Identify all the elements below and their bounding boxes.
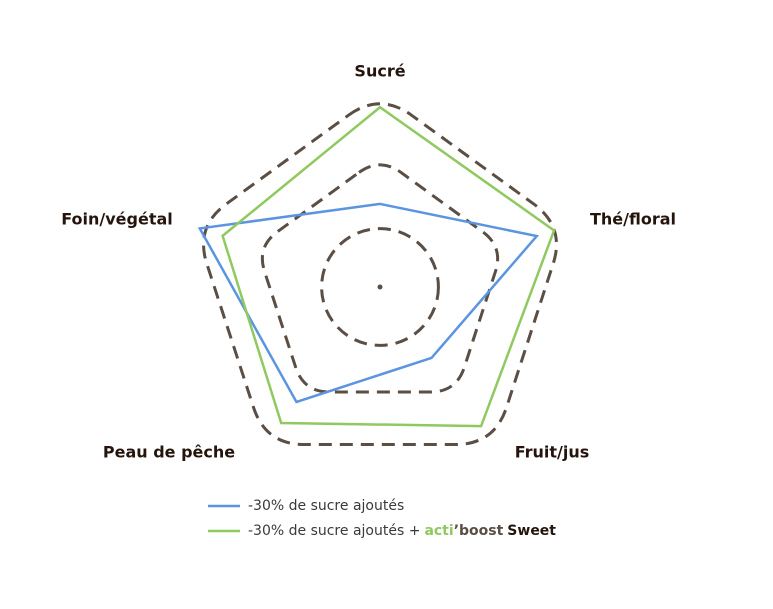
grid-ring <box>320 227 440 347</box>
grid-ring <box>260 163 500 394</box>
axis-label: Thé/floral <box>590 210 676 229</box>
legend-brand: acti <box>424 523 453 539</box>
legend-text: -30% de sucre ajoutés + <box>248 523 420 539</box>
series-polygon <box>221 105 556 428</box>
axis-label: Foin/végétal <box>61 210 173 229</box>
legend-label: -30% de sucre ajoutés <box>248 498 404 514</box>
series-polygon <box>197 202 540 404</box>
axis-label: Fruit/jus <box>515 443 590 462</box>
legend-text: -30% de sucre ajoutés <box>248 498 404 514</box>
center-dot <box>377 284 383 290</box>
grid-ring <box>202 102 558 447</box>
axis-label: Sucré <box>354 62 405 81</box>
axis-label: Peau de pêche <box>103 443 235 462</box>
legend-brand: Sweet <box>507 523 556 539</box>
legend-brand: ’boost <box>454 523 504 539</box>
legend-label: -30% de sucre ajoutés + acti’boost Sweet <box>248 523 556 539</box>
